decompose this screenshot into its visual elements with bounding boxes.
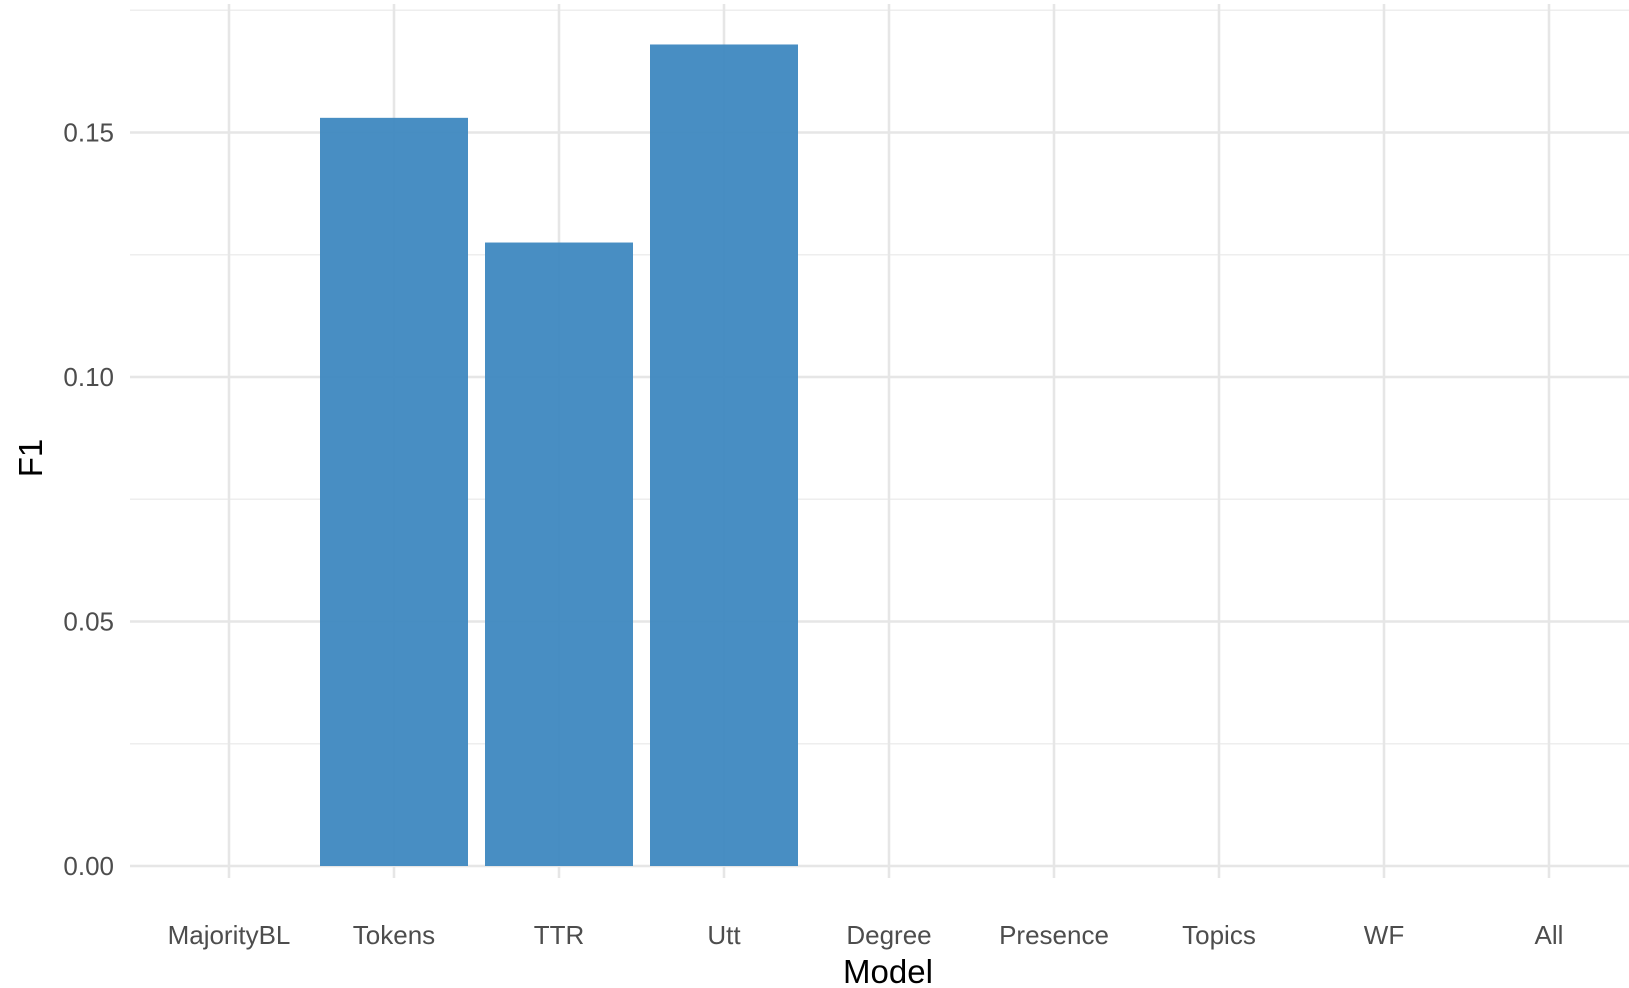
y-tick-label: 0.10 bbox=[63, 362, 114, 392]
x-axis-title: Model bbox=[843, 953, 933, 988]
bar-tokens bbox=[320, 117, 468, 866]
y-tick-label: 0.00 bbox=[63, 851, 114, 881]
x-tick-label: Utt bbox=[707, 920, 741, 950]
x-tick-label: Degree bbox=[846, 920, 931, 950]
x-tick-label: MajorityBL bbox=[168, 920, 291, 950]
x-tick-label: Tokens bbox=[353, 920, 435, 950]
x-axis-ticks: MajorityBL Tokens TTR Utt Degree Presence Topi… bbox=[168, 920, 1564, 950]
x-tick-label: Topics bbox=[1182, 920, 1256, 950]
bar-utt bbox=[650, 44, 798, 867]
x-tick-label: WF bbox=[1364, 920, 1404, 950]
y-tick-label: 0.05 bbox=[63, 607, 114, 637]
bar-ttr bbox=[485, 242, 633, 866]
y-tick-label: 0.15 bbox=[63, 118, 114, 148]
y-axis-ticks: 0.00 0.05 0.10 0.15 bbox=[63, 118, 114, 882]
y-axis-title: F1 bbox=[12, 439, 49, 478]
x-tick-label: TTR bbox=[534, 920, 585, 950]
bars bbox=[320, 44, 798, 867]
x-tick-label: Presence bbox=[999, 920, 1109, 950]
x-tick-label: All bbox=[1535, 920, 1564, 950]
